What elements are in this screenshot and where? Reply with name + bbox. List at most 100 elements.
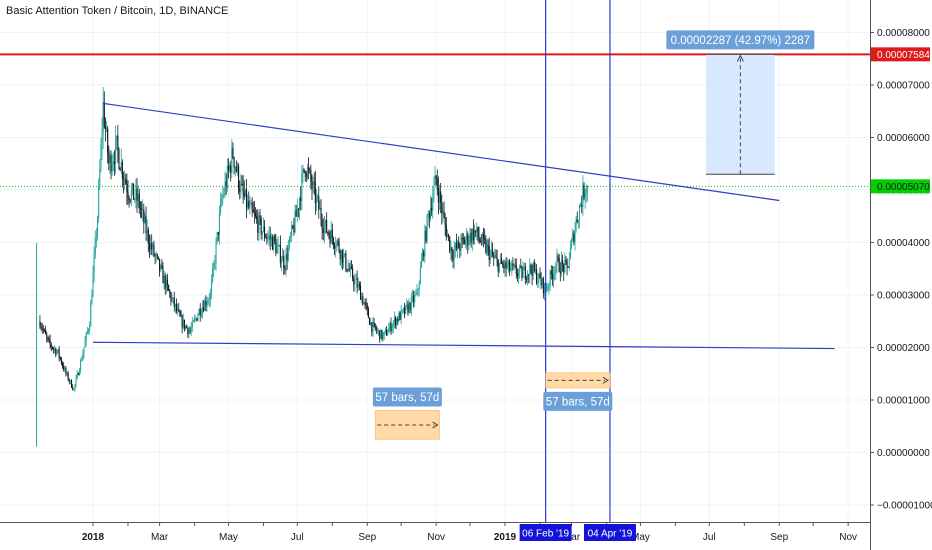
- candle-body: [159, 258, 161, 271]
- candle-body: [50, 343, 52, 347]
- date-marker-label: 06 Feb '19: [522, 529, 569, 540]
- candle-body: [121, 162, 123, 179]
- candle-body: [503, 264, 505, 269]
- candle-body: [146, 229, 148, 233]
- candle-body: [250, 203, 252, 205]
- candle-body: [437, 188, 439, 203]
- candle-body: [512, 263, 514, 266]
- candle-body: [334, 245, 336, 249]
- candle-body: [565, 259, 567, 261]
- candle-body: [392, 322, 394, 328]
- candle-body: [549, 270, 551, 286]
- candle-body: [129, 199, 131, 201]
- candle-body: [516, 274, 518, 277]
- candle-body: [127, 192, 129, 199]
- candle-body: [416, 289, 418, 294]
- y-tick-label: 0.00008000: [877, 28, 930, 39]
- candle-body: [164, 275, 166, 289]
- y-tick-label: −0.00001000: [877, 501, 932, 512]
- candle-body: [407, 304, 409, 313]
- date-range-label: 57 bars, 57d: [375, 392, 439, 404]
- candle-body: [180, 316, 182, 317]
- x-tick-label: Jul: [291, 532, 304, 543]
- candle-body: [229, 165, 231, 170]
- candle-body: [224, 181, 226, 194]
- candle-body: [314, 182, 316, 204]
- y-tick-label: 0.00007000: [877, 81, 930, 92]
- candle-body: [206, 303, 208, 306]
- candle-body: [145, 216, 147, 233]
- candle-body: [259, 215, 261, 219]
- candle-body: [43, 329, 46, 331]
- candle-body: [289, 236, 292, 238]
- candle-body: [221, 199, 223, 203]
- candle-body: [223, 193, 225, 195]
- candle-body: [477, 227, 479, 237]
- date-range-arrowhead: [602, 376, 609, 384]
- candle-body: [280, 261, 283, 264]
- x-tick-label: Nov: [427, 532, 445, 543]
- candle-body: [162, 267, 164, 284]
- candle-body: [109, 154, 111, 164]
- candle-body: [420, 260, 423, 269]
- candle-body: [297, 208, 299, 210]
- candle-body: [244, 189, 246, 197]
- candle-body: [481, 234, 483, 243]
- date-range-label-bg: [372, 387, 442, 407]
- candle-body: [450, 247, 452, 252]
- candle-body: [528, 273, 530, 275]
- candle-body: [385, 329, 388, 336]
- candle-body: [83, 347, 85, 354]
- candle-body: [232, 148, 234, 158]
- last-price-label-bg: [871, 179, 930, 194]
- candle-body: [495, 257, 497, 259]
- candle-body: [558, 258, 560, 272]
- candle-body: [517, 271, 520, 277]
- candle-body: [140, 209, 143, 210]
- candle-body: [331, 229, 333, 238]
- candle-body: [253, 212, 255, 214]
- candle-body: [347, 268, 349, 272]
- candle-body: [330, 229, 332, 244]
- candle-body: [349, 266, 351, 271]
- candle-body: [163, 275, 165, 284]
- candle-body: [434, 175, 436, 186]
- candle-body: [208, 299, 210, 301]
- candle-body: [534, 269, 537, 272]
- candle-body: [45, 329, 47, 335]
- candle-body: [524, 266, 526, 280]
- candle-body: [115, 139, 117, 164]
- date-marker-label: 04 Apr '19: [588, 529, 633, 540]
- candle-body: [197, 315, 199, 321]
- candle-body: [471, 229, 473, 243]
- candle-body: [300, 198, 302, 202]
- candle-body: [321, 219, 323, 229]
- resistance-price-label: 0.00007584: [877, 50, 930, 61]
- candle-body: [506, 265, 508, 269]
- candle-body: [80, 360, 82, 371]
- candle-body: [332, 237, 334, 246]
- candle-body: [125, 179, 127, 185]
- candle-body: [181, 316, 183, 328]
- candle-body: [59, 357, 61, 359]
- candle-body: [573, 233, 575, 243]
- candle-body: [419, 268, 421, 284]
- candle-body: [540, 278, 542, 286]
- candle-body: [55, 348, 57, 355]
- candle-body: [510, 268, 512, 271]
- candle-body: [520, 266, 522, 268]
- candle-body: [584, 193, 586, 198]
- candle-body: [364, 302, 366, 304]
- candle-body: [315, 196, 318, 204]
- candle-body: [554, 272, 556, 274]
- candle-body: [583, 184, 585, 198]
- candle-body: [396, 318, 398, 326]
- candle-body: [116, 135, 118, 140]
- candle-body: [410, 297, 412, 310]
- candle-body: [276, 246, 278, 254]
- drawings[interactable]: 57 bars, 57d 57 bars, 57d 0.00002287 (42.9…: [0, 0, 870, 522]
- candle-body: [507, 260, 509, 266]
- candle-body: [551, 274, 553, 279]
- candle-body: [580, 205, 582, 206]
